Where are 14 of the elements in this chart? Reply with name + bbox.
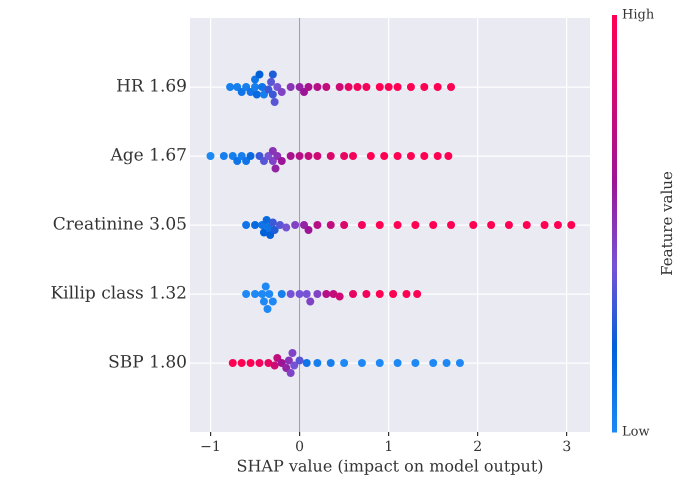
y-tick-label: SBP 1.80: [108, 352, 187, 372]
x-tick-label: −1: [200, 439, 221, 456]
x-tick-label: 0: [295, 439, 304, 456]
y-tick-label: Age 1.67: [110, 145, 187, 166]
x-tick-label: 2: [473, 439, 482, 456]
x-tick-label: 1: [384, 439, 394, 456]
y-tick-label: Creatinine 3.05: [52, 214, 187, 234]
color-bar-label: High: [622, 7, 655, 22]
color-bar-title: Feature value: [658, 171, 676, 276]
x-axis-title: SHAP value (impact on model output): [236, 456, 544, 476]
y-tick-label: Killip class 1.32: [50, 283, 187, 304]
color-bar-label: Low: [622, 424, 650, 440]
y-tick-label: HR 1.69: [116, 76, 187, 96]
x-tick-label: 3: [562, 439, 572, 456]
